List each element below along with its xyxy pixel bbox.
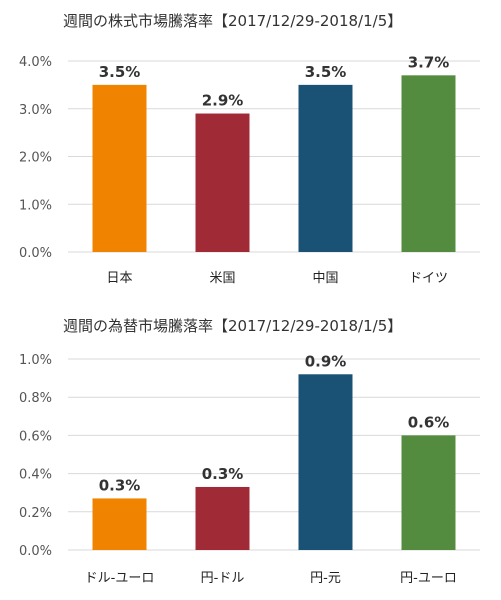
category-label: 米国: [209, 271, 235, 286]
category-label: 円-ドル: [201, 571, 245, 586]
data-label: 2.9%: [202, 92, 244, 110]
bar: [195, 113, 250, 253]
data-label: 3.5%: [305, 63, 347, 81]
y-tick-label: 2.0%: [19, 151, 52, 166]
chart-title: 週間の為替市場騰落率【2017/12/29-2018/1/5】: [63, 317, 403, 335]
data-label: 0.9%: [305, 352, 347, 370]
bar: [298, 374, 353, 550]
y-tick-label: 1.0%: [19, 198, 52, 213]
chart-title: 週間の株式市場騰落率【2017/12/29-2018/1/5】: [63, 12, 403, 30]
y-tick-label: 0.0%: [19, 544, 52, 559]
data-label: 3.5%: [99, 63, 141, 81]
bar: [195, 486, 250, 550]
y-tick-label: 0.4%: [19, 468, 52, 483]
bar: [92, 498, 147, 550]
y-tick-label: 0.2%: [19, 506, 52, 521]
stock-market-chart: 週間の株式市場騰落率【2017/12/29-2018/1/5】 0.0% 1.0%…: [19, 12, 480, 286]
y-tick-label: 4.0%: [19, 55, 52, 70]
bar: [401, 435, 456, 550]
fx-market-bar-chart: 0.0% 0.2% 0.4% 0.6% 0.8% 1.0% 0.3% ドル-ユーロ 0.3% 円-…: [19, 352, 480, 586]
fx-market-chart: 週間の為替市場騰落率【2017/12/29-2018/1/5】 0.0% 0.2%…: [0, 300, 501, 600]
category-label: ドイツ: [409, 271, 448, 286]
data-label: 0.6%: [408, 413, 450, 431]
y-tick-label: 0.0%: [19, 246, 52, 261]
data-label: 0.3%: [99, 476, 141, 494]
y-tick-label: 0.6%: [19, 429, 52, 444]
category-label: 日本: [106, 271, 132, 286]
category-label: 中国: [312, 271, 338, 286]
bar: [92, 84, 147, 252]
category-label: 円-元: [310, 571, 341, 586]
bar: [401, 75, 456, 252]
category-label: 円-ユーロ: [400, 571, 457, 586]
y-tick-label: 0.8%: [19, 391, 52, 406]
y-tick-label: 3.0%: [19, 103, 52, 118]
data-label: 0.3%: [202, 465, 244, 483]
bar: [298, 84, 353, 252]
category-label: ドル-ユーロ: [85, 571, 155, 586]
stock-market-bar-chart: 0.0% 1.0% 2.0% 3.0% 4.0% 3.5% 日本 2.9% 米国 3.5% 中国 3.…: [19, 53, 480, 286]
y-tick-label: 1.0%: [19, 353, 52, 368]
data-label: 3.7%: [408, 53, 450, 71]
